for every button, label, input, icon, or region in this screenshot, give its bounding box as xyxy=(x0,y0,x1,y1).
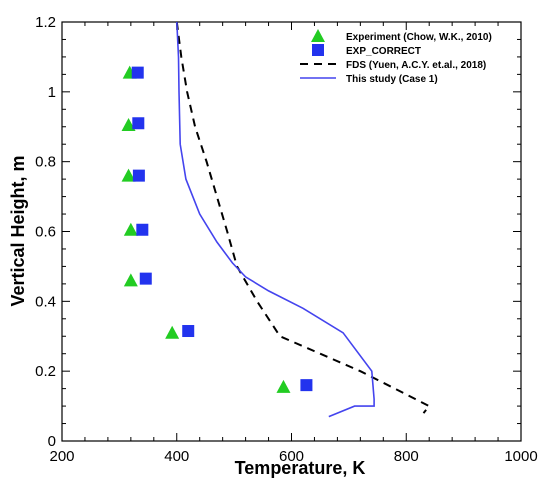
x-tick-label: 400 xyxy=(164,448,189,465)
experiment-point xyxy=(123,273,138,287)
y-tick-label: 0 xyxy=(48,433,56,450)
experiment-point xyxy=(123,222,138,236)
exp-correct-point xyxy=(139,272,152,285)
exp-correct-point xyxy=(182,325,195,338)
legend-label: Experiment (Chow, W.K., 2010) xyxy=(346,32,492,43)
y-tick-label: 0.6 xyxy=(35,224,56,241)
exp-correct-point xyxy=(132,117,145,130)
y-tick-label: 1 xyxy=(48,84,56,101)
series-2 xyxy=(131,66,313,392)
exp-correct-point xyxy=(136,223,149,236)
series-layer xyxy=(121,21,431,418)
y-tick-label: 0.4 xyxy=(35,293,56,310)
series-1 xyxy=(121,65,291,393)
legend-label: This study (Case 1) xyxy=(346,74,438,85)
legend-label: FDS (Yuen, A.C.Y. et.al., 2018) xyxy=(346,60,486,71)
experiment-point xyxy=(121,118,136,131)
axes: 200 400 600 800 1000 0 0.2 0.4 0.6 0.8 1 1.2 xyxy=(35,14,538,465)
series-4 xyxy=(176,21,375,418)
exp-correct-point xyxy=(132,169,145,182)
experiment-point xyxy=(276,379,291,393)
y-axis-title: Vertical Height, m xyxy=(8,155,28,306)
x-axis-title: Temperature, K xyxy=(235,458,366,478)
x-tick-label: 1000 xyxy=(504,448,537,465)
x-tick-label: 200 xyxy=(49,448,74,465)
legend-triangle-swatch xyxy=(311,29,325,42)
legend: Experiment (Chow, W.K., 2010) EXP_CORRECT… xyxy=(300,29,492,85)
fds-line xyxy=(175,21,431,414)
legend-label: EXP_CORRECT xyxy=(346,46,421,57)
x-tick-label: 600 xyxy=(279,448,304,465)
series-3 xyxy=(175,21,431,414)
experiment-point xyxy=(165,325,180,339)
this-study-line xyxy=(176,21,375,418)
y-tick-label: 0.8 xyxy=(35,154,56,171)
y-tick-label: 0.2 xyxy=(35,363,56,380)
experiment-point xyxy=(121,168,136,182)
legend-square-swatch xyxy=(312,44,324,56)
y-tick-label: 1.2 xyxy=(35,14,56,31)
exp-correct-point xyxy=(300,379,313,392)
exp-correct-point xyxy=(131,66,144,79)
x-tick-label: 800 xyxy=(394,448,419,465)
